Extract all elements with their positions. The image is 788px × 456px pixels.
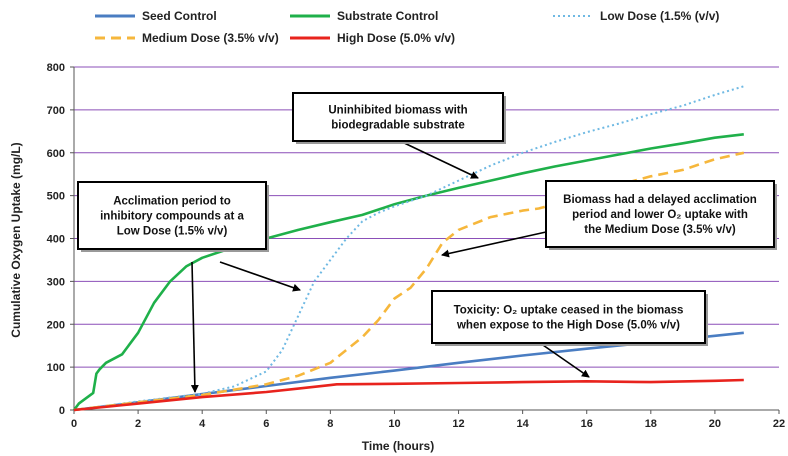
x-tick-label: 6 <box>263 418 269 430</box>
annotation-text: biodegradable substrate <box>331 120 465 132</box>
x-tick-label: 4 <box>199 418 206 430</box>
series-line-4 <box>73 378 744 412</box>
legend-label-0: Seed Control <box>142 9 217 23</box>
y-tick-label: 500 <box>47 191 65 203</box>
legend-label-1: Substrate Control <box>337 9 438 23</box>
y-tick-labels: 0 100 200 300 400 500 600 700 800 <box>47 62 65 417</box>
legend: Seed Control Substrate Control Low Dose (1… <box>95 9 719 45</box>
x-tick-label: 16 <box>581 418 593 430</box>
legend-label-3: Medium Dose (3.5% v/v) <box>142 31 279 45</box>
y-tick-label: 400 <box>47 234 65 246</box>
annotation-box <box>77 181 267 250</box>
x-tick-label: 8 <box>327 418 333 430</box>
y-tick-label: 600 <box>47 148 65 160</box>
annotations: Uninhibited biomass with biodegradable su… <box>77 92 777 393</box>
annotation-box <box>545 180 775 248</box>
annotation-text: inhibitory compounds at a <box>100 211 244 223</box>
annotation-box <box>431 290 706 344</box>
annotation-text: when expose to the High Dose (5.0% v/v) <box>456 320 680 332</box>
annotation-text: Acclimation period to <box>113 196 231 208</box>
annotation-box <box>292 92 504 142</box>
y-tick-label: 300 <box>47 276 65 288</box>
x-tick-label: 22 <box>773 418 785 430</box>
y-tick-label: 700 <box>47 105 65 117</box>
annotation-text: period and lower O₂ uptake with <box>572 209 748 221</box>
y-axis-title: Cumulative Oxygen Uptake (mg/L) <box>9 142 23 337</box>
y-tick-label: 800 <box>47 62 65 74</box>
annotation-arrow <box>539 342 590 378</box>
annotation-text: Biomass had a delayed acclimation <box>563 194 757 206</box>
series-line-2 <box>73 85 745 411</box>
y-tick-label: 0 <box>59 405 65 417</box>
x-tick-label: 0 <box>71 418 77 430</box>
legend-label-2: Low Dose (1.5% (v/v) <box>600 9 719 23</box>
x-tick-label: 14 <box>517 418 530 430</box>
x-tick-label: 10 <box>388 418 400 430</box>
x-tick-label: 2 <box>135 418 141 430</box>
annotation-arrow <box>219 261 301 292</box>
annotation-arrow <box>399 140 479 179</box>
x-tick-label: 12 <box>452 418 464 430</box>
x-axis-title: Time (hours) <box>362 439 434 453</box>
x-tick-label: 20 <box>709 418 721 430</box>
axes <box>70 66 780 414</box>
annotation-text: Toxicity: O₂ uptake ceased in the biomas… <box>454 305 684 317</box>
annotation-arrow <box>441 231 547 258</box>
x-tick-label: 18 <box>645 418 657 430</box>
y-tick-label: 200 <box>47 319 65 331</box>
x-tick-labels: 0 2 4 6 8 10 12 14 16 18 20 22 <box>71 418 785 430</box>
y-tick-label: 100 <box>47 362 65 374</box>
series-line-1 <box>72 133 744 411</box>
annotation-text: the Medium Dose (3.5% v/v) <box>584 224 736 236</box>
annotation-text: Low Dose (1.5% v/v) <box>117 226 228 238</box>
legend-label-4: High Dose (5.0% v/v) <box>337 31 455 45</box>
annotation-text: Uninhibited biomass with <box>328 105 467 117</box>
annotation-arrow <box>190 261 199 393</box>
